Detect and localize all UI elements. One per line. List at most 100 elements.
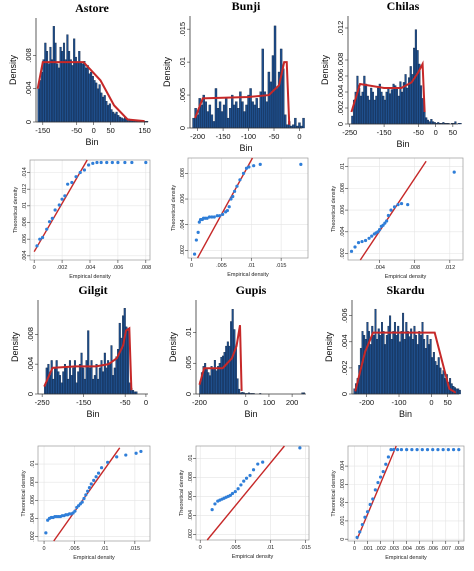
histogram-bar (359, 95, 362, 125)
histogram-bar (107, 360, 110, 395)
histogram-bar (255, 98, 258, 129)
histogram-bar (440, 374, 443, 395)
qq-point (376, 230, 380, 234)
y-axis-label: Theoretical density (179, 470, 185, 516)
y-tick-label: 0 (336, 122, 345, 126)
histogram-bar (428, 344, 430, 395)
histogram-bar (210, 114, 214, 129)
histogram-bar (93, 80, 96, 123)
qq-point (360, 522, 364, 527)
x-tick-label: .005 (216, 263, 227, 269)
x-axis-label: Empirical density (227, 272, 269, 278)
qq-point (95, 160, 99, 165)
x-tick-label: 0 (199, 545, 202, 551)
plot-frame (195, 445, 310, 541)
y-tick-label: 0 (26, 392, 35, 396)
histogram-bar (370, 87, 373, 125)
histogram-bar (56, 63, 59, 123)
qq-point (363, 515, 367, 519)
histogram-bar (377, 87, 380, 125)
qq-point (130, 160, 134, 165)
panel-11: 0.001.002.003.004.005.006.007.0080.001.0… (331, 445, 465, 561)
histogram-bar (87, 330, 90, 395)
histogram-bar (83, 378, 86, 395)
x-axis-label: Bin (86, 409, 99, 419)
qq-point (116, 160, 120, 165)
qq-point (232, 189, 237, 193)
y-tick-label: .008 (26, 327, 35, 342)
x-tick-label: .002 (375, 546, 386, 552)
qq-point (110, 160, 114, 165)
histogram-bar (123, 308, 126, 395)
histogram-bar (442, 370, 445, 395)
panel-7: -200 0 100 200 0 .005 .01 Gupis Bin Density (168, 283, 306, 419)
histogram-bar (40, 71, 43, 123)
qq-point (376, 480, 380, 485)
x-tick-label: .006 (427, 546, 438, 552)
histogram-bar (212, 121, 216, 129)
y-tick-label: 0 (340, 538, 346, 541)
histogram-bar (455, 388, 458, 395)
x-tick-label: -150 (216, 132, 231, 141)
qq-point (425, 448, 430, 452)
histogram-bar (75, 382, 78, 395)
histogram-bar (267, 71, 271, 129)
histogram-bar (392, 331, 395, 395)
x-axis-label: Empirical density (385, 274, 427, 280)
x-tick-label: .015 (130, 546, 141, 552)
histogram-bar (385, 335, 388, 395)
qq-point (451, 448, 456, 452)
histogram-bar (110, 345, 113, 395)
qq-point (210, 215, 214, 219)
qq-point (392, 448, 396, 452)
qq-point (415, 448, 419, 452)
histogram-bar (247, 94, 250, 129)
y-axis-label: Theoretical density (331, 186, 337, 232)
qq-point (353, 245, 357, 249)
histogram-bar (382, 331, 385, 395)
panel-9: 0 .005 .01 .015 .002 .004 .006 .008 .01 Empirical… (21, 445, 151, 561)
histogram-bar (356, 75, 359, 125)
histogram-bar (88, 367, 91, 395)
histogram-bar (223, 352, 226, 395)
x-tick-label: .012 (444, 265, 455, 271)
histogram-bar (457, 123, 460, 125)
histogram-bar (220, 356, 223, 395)
y-tick-label: .002 (180, 245, 186, 256)
histogram-bar (387, 325, 390, 395)
histogram-bar (425, 117, 428, 125)
histogram-bar (115, 111, 118, 123)
histogram-bar (57, 371, 60, 395)
histogram-bar (415, 335, 418, 395)
histogram-bar (214, 88, 218, 129)
histogram-bar (402, 312, 405, 395)
histogram-bar (418, 331, 421, 395)
histogram-bar (69, 59, 72, 123)
x-tick-label: -150 (35, 126, 50, 135)
y-tick-label: .005 (178, 88, 187, 103)
qq-point (213, 502, 217, 506)
x-tick-label: .005 (69, 546, 80, 552)
x-tick-label: 0 (244, 398, 248, 407)
fit-curve (198, 325, 243, 391)
histogram-bar (411, 338, 414, 395)
x-tick-label: .006 (113, 265, 124, 271)
x-tick-label: .008 (409, 265, 420, 271)
y-tick-label: .002 (336, 101, 345, 116)
histogram-bar (54, 42, 57, 123)
qq-point (74, 175, 78, 179)
histogram-bar (39, 80, 42, 123)
y-tick-label: .004 (22, 250, 28, 261)
panel-title: Bunji (232, 0, 261, 13)
qq-point (86, 489, 90, 493)
x-axis-label: Empirical density (232, 554, 274, 560)
y-tick-label: .005 (184, 356, 193, 371)
histogram-bar (294, 117, 297, 129)
histogram-bar (62, 371, 65, 395)
histogram-bar (429, 338, 432, 395)
histogram-bar (113, 367, 116, 395)
qq-point (115, 455, 119, 459)
histogram-bar (420, 85, 423, 125)
x-tick-label: .002 (57, 265, 68, 271)
